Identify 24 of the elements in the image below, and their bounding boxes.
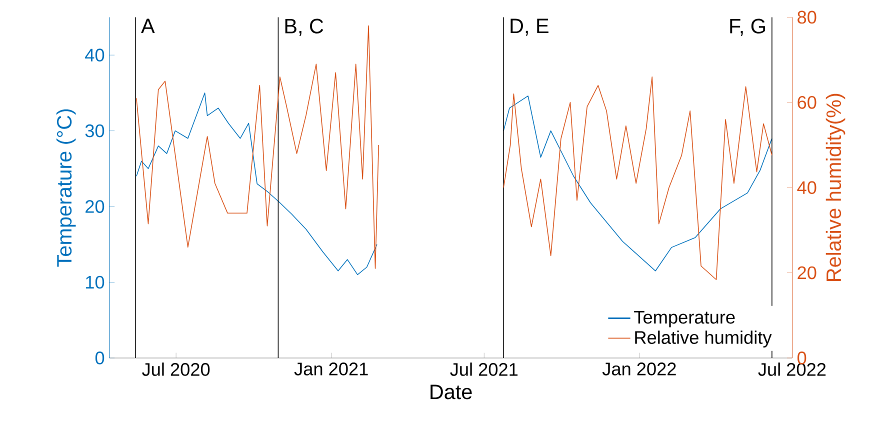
x-tick-label: Jul 2022 xyxy=(758,362,826,376)
x-tick-label: Jul 2020 xyxy=(142,362,210,376)
y-axis-title: Temperature (°C) xyxy=(56,109,76,267)
y2-tick-label: 80 xyxy=(798,10,816,24)
y2-tick-label: 40 xyxy=(797,181,816,194)
ref-line-label: B, C xyxy=(285,18,324,36)
x-tick-label: Jan 2022 xyxy=(602,362,676,376)
y-tick-label: 40 xyxy=(85,48,104,62)
y-tick-label: 30 xyxy=(85,124,104,138)
y-tick-label: 0 xyxy=(95,352,104,364)
x-tick-label: Jan 2021 xyxy=(294,362,368,376)
x-axis-title: Date xyxy=(430,384,472,400)
ref-line-label: F, G xyxy=(730,18,765,36)
y2-tick-label: 0 xyxy=(797,352,806,364)
ref-line-label: A xyxy=(141,18,155,34)
y2-tick-label: 20 xyxy=(798,266,816,280)
ref-line-label: D, E xyxy=(510,18,548,36)
x-tick-label: Jul 2021 xyxy=(450,362,518,376)
legend-label: Temperature xyxy=(634,311,735,328)
y-tick-label: 10 xyxy=(86,276,104,289)
y-tick-label: 20 xyxy=(86,200,104,213)
y2-axis-title: Relative humidity(%) xyxy=(826,94,846,281)
y2-tick-label: 60 xyxy=(798,96,816,109)
legend-label: Relative humidity xyxy=(635,330,772,348)
